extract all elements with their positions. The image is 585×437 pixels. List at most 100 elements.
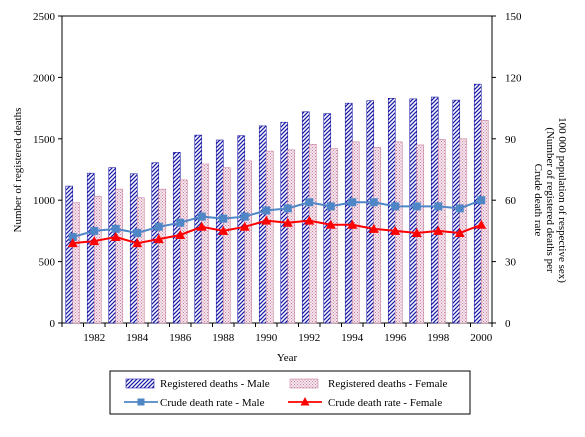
point-female-rate-1989	[239, 221, 250, 231]
legend: Registered deaths - Male Registered deat…	[109, 370, 471, 415]
x-tick-label-2000: 2000	[470, 332, 493, 344]
point-female-rate-1988	[218, 225, 229, 235]
point-female-rate-1982	[89, 236, 100, 246]
point-male-rate-1997	[412, 202, 421, 211]
point-female-rate-1990	[261, 215, 272, 225]
bar-female-1992	[308, 144, 317, 324]
x-tick-label-1990: 1990	[255, 332, 278, 344]
point-male-rate-1994	[348, 198, 357, 207]
legend-marker-male-line	[137, 398, 145, 406]
bar-female-1995	[373, 147, 382, 324]
y-left-tick-label-500: 500	[39, 257, 56, 269]
bar-female-1993	[330, 148, 339, 324]
point-male-rate-1981	[68, 233, 77, 242]
point-female-rate-1993	[325, 219, 336, 229]
point-male-rate-1990	[262, 206, 271, 215]
bar-male-1982	[86, 172, 95, 324]
x-tick-label-1996: 1996	[384, 332, 407, 344]
y-left-tick-label-2500: 2500	[33, 11, 56, 23]
x-tick-label-1994: 1994	[341, 332, 364, 344]
x-tick-label-1984: 1984	[126, 332, 149, 344]
legend-box	[109, 370, 471, 415]
point-female-rate-2000	[476, 219, 487, 229]
point-female-rate-1996	[390, 225, 401, 235]
x-tick-label-1982: 1982	[83, 332, 105, 344]
point-female-rate-1983	[110, 232, 121, 242]
line-female-rate	[72, 219, 482, 245]
legend-label-female-bars: Registered deaths - Female	[328, 378, 448, 390]
point-male-rate-1992	[305, 198, 314, 207]
y-left-tick-label-2000: 2000	[33, 72, 56, 84]
y-right-tick-label-150: 150	[505, 11, 522, 23]
bar-female-1987	[201, 163, 210, 324]
point-male-rate-1995	[369, 198, 378, 207]
point-male-rate-1984	[133, 228, 142, 237]
y-right-tick-label-0: 0	[505, 318, 511, 330]
point-male-rate-1989	[240, 212, 249, 221]
bar-male-1995	[366, 100, 375, 324]
y-right-tick-label-60: 60	[505, 195, 517, 207]
legend-swatch-female-bars	[289, 378, 319, 389]
point-male-rate-1991	[283, 204, 292, 213]
bar-female-1984	[136, 197, 145, 324]
bar-female-1983	[115, 188, 124, 324]
point-female-rate-1994	[347, 219, 358, 229]
y-right-tick-label-30: 30	[505, 257, 517, 269]
point-female-rate-1998	[433, 225, 444, 235]
point-male-rate-2000	[477, 196, 486, 205]
point-male-rate-1998	[434, 202, 443, 211]
point-female-rate-1991	[282, 217, 293, 227]
legend-swatch-male-bars	[125, 378, 155, 389]
y-axis-right-title: Crude death rate (Number of registered d…	[532, 117, 568, 283]
point-female-rate-1992	[304, 215, 315, 225]
legend-label-male-line: Crude death rate - Male	[160, 397, 265, 409]
x-axis-title: Year	[277, 352, 298, 364]
x-tick-label-1992: 1992	[298, 332, 320, 344]
point-male-rate-1988	[219, 214, 228, 223]
point-male-rate-1983	[111, 224, 120, 233]
bar-male-1997	[409, 98, 418, 324]
legend-label-male-bars: Registered deaths - Male	[160, 378, 270, 390]
point-female-rate-1987	[196, 221, 207, 231]
legend-marker-female-line	[300, 397, 310, 406]
bar-female-1991	[287, 149, 296, 324]
bar-male-1981	[65, 185, 74, 324]
point-female-rate-1985	[153, 234, 164, 244]
y-left-tick-label-1000: 1000	[33, 195, 56, 207]
bar-female-1989	[244, 160, 253, 324]
x-tick-label-1988: 1988	[212, 332, 235, 344]
rate-lines	[67, 196, 487, 248]
y-right-tick-label-120: 120	[505, 72, 522, 84]
bar-male-1992	[301, 111, 310, 324]
y-left-tick-label-1500: 1500	[33, 134, 56, 146]
x-tick-label-1998: 1998	[427, 332, 450, 344]
y-axis-left-title: Number of registered deaths	[12, 108, 24, 233]
point-male-rate-1993	[326, 202, 335, 211]
point-female-rate-1986	[175, 229, 186, 239]
bar-female-1981	[72, 202, 81, 324]
point-male-rate-1996	[391, 202, 400, 211]
y-left-tick-label-0: 0	[50, 318, 56, 330]
point-female-rate-1999	[454, 227, 465, 237]
point-male-rate-1982	[90, 226, 99, 235]
bar-female-1988	[222, 167, 231, 324]
y-axis-right-title-line-2: (Number of registered deaths per	[544, 127, 556, 273]
point-female-rate-1995	[368, 223, 379, 233]
bar-male-1993	[323, 113, 332, 324]
axes: 0 500 1000 1500 2000 2500 0 30 60 90 120 150 1982 198…	[33, 11, 522, 344]
bar-female-1990	[265, 150, 274, 324]
point-female-rate-1981	[67, 238, 78, 248]
bar-male-1994	[344, 102, 353, 324]
point-female-rate-1984	[132, 238, 143, 248]
legend-label-female-line: Crude death rate - Female	[328, 397, 442, 409]
y-axis-right-title-line-3: 100 000 population of respective sex)	[556, 117, 568, 283]
bar-female-1994	[351, 141, 360, 324]
point-male-rate-1986	[176, 218, 185, 227]
bar-female-1982	[93, 196, 102, 324]
plot-area	[61, 15, 493, 324]
point-male-rate-1987	[197, 212, 206, 221]
bar-female-1985	[158, 188, 167, 324]
x-tick-label-1986: 1986	[169, 332, 192, 344]
y-right-tick-label-90: 90	[505, 134, 517, 146]
